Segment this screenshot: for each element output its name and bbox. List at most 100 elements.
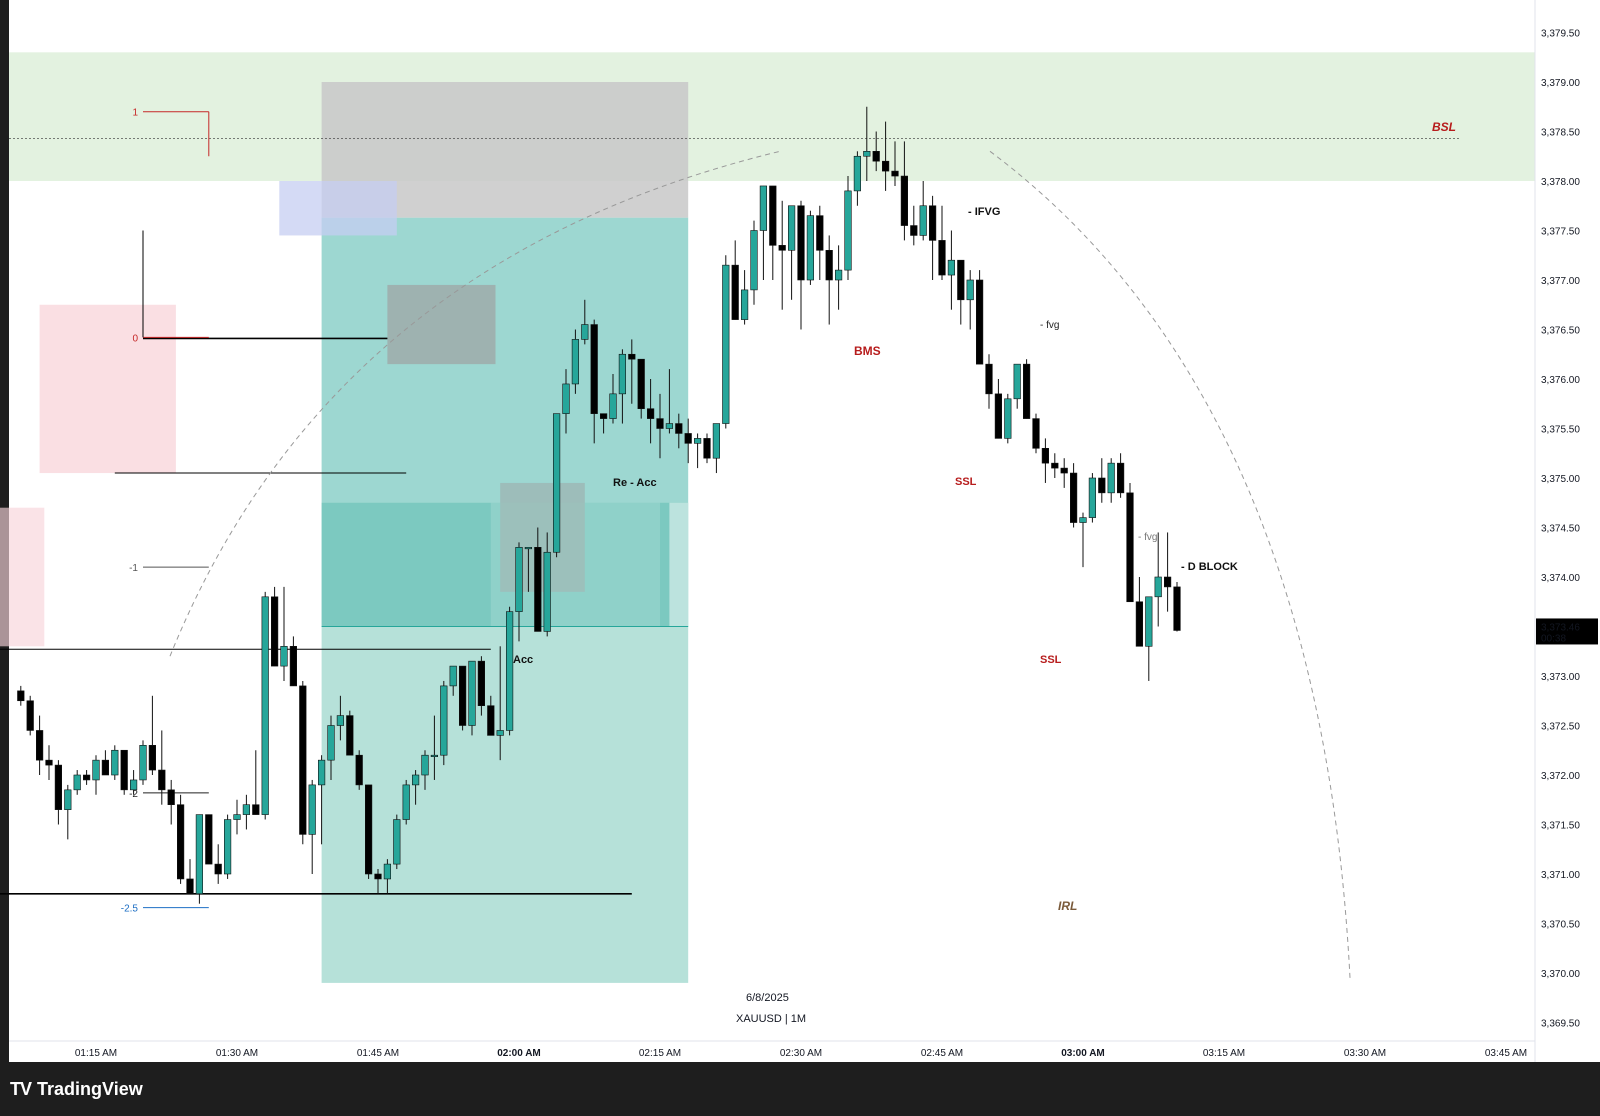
tradingview-logo-icon: TV [10,1078,32,1099]
candle-body [73,774,81,791]
re-acc-label: Re - Acc [613,477,657,489]
d-block-strip [669,502,689,627]
candle-body [975,279,984,365]
ssl-label-2: SSL [1040,654,1062,666]
candle-body [910,225,918,236]
candle-body [111,749,119,776]
d-block-label: - D BLOCK [1181,561,1238,573]
x-tick-label: 03:45 AM [1485,1048,1527,1059]
candle-body [609,393,617,419]
candle-body [994,393,1002,439]
candle-body [656,418,664,429]
candle-body [383,863,392,880]
x-tick-label: 02:15 AM [639,1048,681,1059]
candle-body [543,551,551,632]
candle-body [83,774,91,781]
y-tick-label: 3,377.00 [1541,276,1580,287]
candle-body [158,769,166,791]
candle-body [1070,472,1078,523]
candle-body [1154,576,1162,598]
candle-body [101,759,109,776]
candle-body [1164,576,1172,588]
y-tick-label: 3,374.00 [1541,573,1580,584]
candlestick-chart[interactable]: 1 0 -1 -2 -2.5 BSL BMS SSL SSL IRL Acc Re - Acc - IF… [0,0,1600,1062]
candle-body [355,754,363,786]
candle-body [177,804,185,880]
candle-body [1098,477,1106,494]
candle-body [853,155,861,192]
candle-body [806,215,814,281]
candle-body [740,289,749,320]
labels-layer: 1 0 -1 -2 -2.5 BSL BMS SSL SSL IRL Acc Re - Acc - IF… [121,108,1456,1025]
candle-body [336,715,345,726]
candle-body [957,259,965,301]
bsl-label: BSL [1432,120,1456,134]
tradingview-brand[interactable]: TV TradingView [10,1076,143,1102]
last-price-value: 3,373.46 [1541,622,1580,633]
candle-body [590,324,598,414]
candle-body [938,240,946,276]
x-tick-label: 01:15 AM [75,1048,117,1059]
candle-body [1135,601,1143,647]
x-tick-label: 03:30 AM [1344,1048,1386,1059]
fvg-zone-1 [387,284,496,365]
candle-body [1004,398,1012,439]
candle-body [26,700,34,731]
y-tick-label: 3,377.50 [1541,227,1580,238]
chart-symbol: XAUUSD | 1M [736,1013,806,1025]
candle-body [919,205,927,236]
fib-label-4: -2.5 [121,904,139,915]
candle-body [947,259,955,276]
long-entry-zone [321,217,689,627]
y-tick-label: 3,372.00 [1541,771,1580,782]
candle-body [374,873,382,880]
candle-body [769,185,777,246]
candle-body [496,730,504,736]
y-tick-label: 3,378.00 [1541,177,1580,188]
fib-label-0: 1 [132,108,138,119]
brand-name: TradingView [37,1078,143,1099]
candle-body [1145,596,1153,647]
candle-body [534,546,542,632]
candle-body [524,546,532,550]
candle-body [252,804,260,815]
candle-body [637,358,645,410]
candle-body [787,205,796,251]
candle-body [1041,447,1049,464]
x-tick-label: 02:45 AM [921,1048,963,1059]
candle-body [675,423,683,434]
candle-body [468,660,476,726]
candle-body [571,339,579,385]
x-tick-label: 02:30 AM [780,1048,822,1059]
y-tick-label: 3,371.50 [1541,821,1580,832]
candle-body [195,814,204,895]
candle-body [515,546,523,612]
candle-body [966,279,974,301]
candle-body [722,264,730,424]
candle-body [393,819,401,865]
candle-body [35,730,44,761]
candle-body [581,324,589,340]
candle-body [825,250,833,281]
candle-body [186,878,194,895]
candle-body [1173,586,1181,631]
candle-body [1079,517,1087,523]
candle-body [308,784,316,835]
candle-body [881,160,890,172]
candle-body [214,863,222,875]
candle-body [233,814,241,820]
candle-body [440,685,448,756]
zones-layer [0,52,1535,983]
last-price-badge [1536,618,1598,645]
candle-body [364,784,373,875]
candle-body [242,804,251,815]
candle-body [1013,363,1021,400]
candle-body [430,754,439,758]
last-price-countdown: 00:38 [1541,633,1566,644]
arc-right [989,150,1351,978]
y-tick-label: 3,375.50 [1541,425,1580,436]
candle-body [45,759,53,766]
y-tick-label: 3,376.00 [1541,375,1580,386]
candle-body [618,353,626,395]
candle-body [261,596,269,815]
